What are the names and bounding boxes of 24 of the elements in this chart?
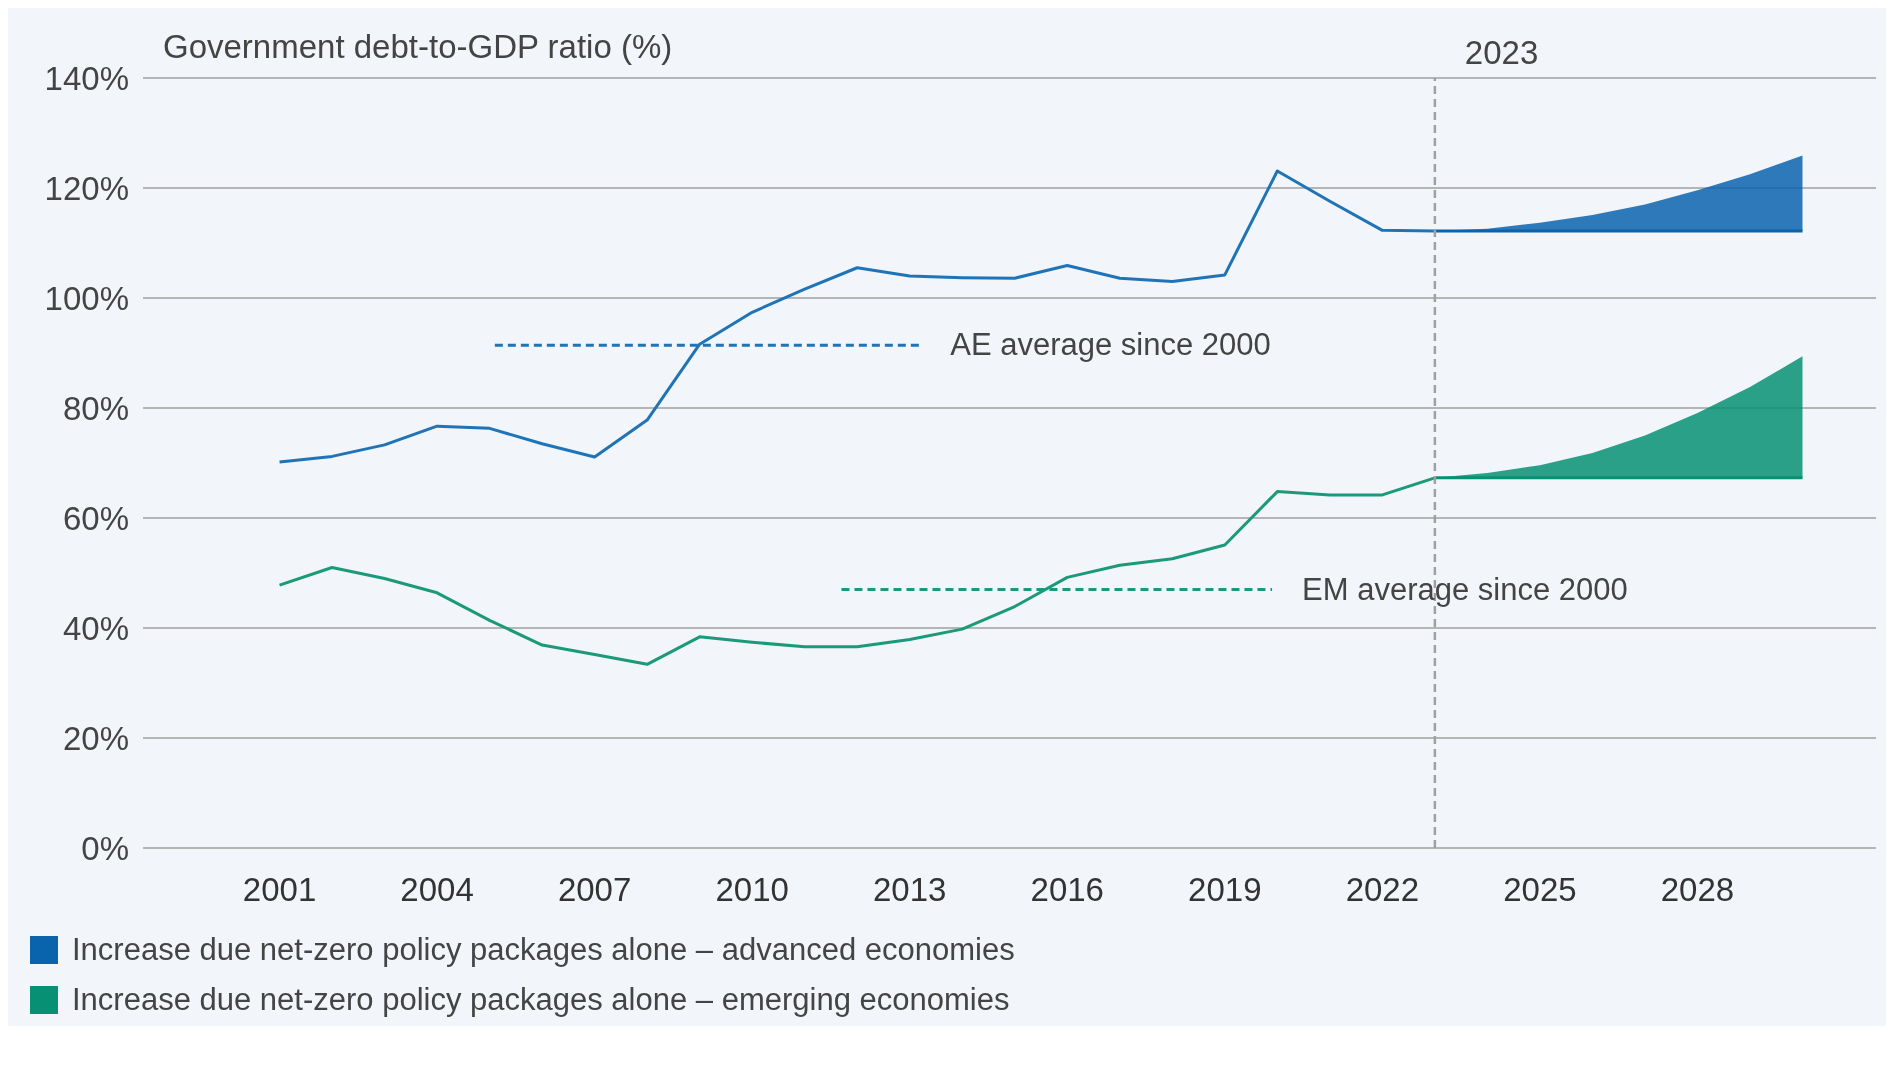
series-label: AE average since 2000 bbox=[950, 327, 1271, 363]
x-tick-label: 2001 bbox=[242, 871, 317, 909]
ref-line-label: 2023 bbox=[1464, 34, 1539, 71]
x-tick-label: 2019 bbox=[1188, 871, 1262, 909]
y-tick-label: 140% bbox=[44, 59, 129, 97]
y-tick-label: 100% bbox=[44, 279, 129, 317]
x-tick-label: 2025 bbox=[1503, 871, 1577, 909]
y-tick-label: 80% bbox=[62, 389, 129, 427]
x-tick-label: 2016 bbox=[1030, 871, 1104, 909]
y-tick-label: 60% bbox=[62, 499, 129, 537]
series-label: EM average since 2000 bbox=[1302, 571, 1628, 607]
legend-label: Increase due net-zero policy packages alone – advanced economies bbox=[72, 932, 1015, 968]
legend-label: Increase due net-zero policy packages alone – emerging economies bbox=[72, 982, 1010, 1018]
y-tick-label: 40% bbox=[62, 609, 129, 647]
x-tick-label: 2022 bbox=[1345, 871, 1420, 909]
y-tick-label: 120% bbox=[44, 169, 129, 207]
y-tick-label: 20% bbox=[62, 719, 129, 757]
x-tick-label: 2013 bbox=[873, 871, 947, 909]
x-tick-label: 2010 bbox=[715, 871, 789, 909]
x-tick-label: 2007 bbox=[557, 871, 632, 909]
x-tick-label: 2028 bbox=[1660, 871, 1735, 909]
y-tick-label: 0% bbox=[81, 829, 129, 867]
x-tick-label: 2004 bbox=[400, 871, 474, 909]
y-axis-title: Government debt-to-GDP ratio (%) bbox=[163, 28, 673, 66]
